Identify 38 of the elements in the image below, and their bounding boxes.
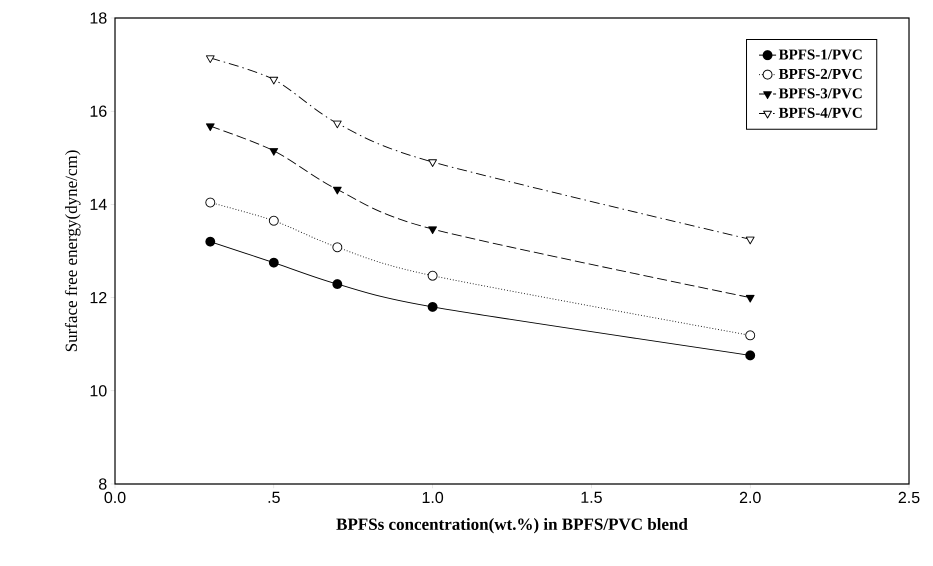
- point: [746, 236, 755, 244]
- point: [332, 279, 342, 290]
- point: [268, 258, 279, 268]
- point: [428, 159, 437, 167]
- x-tick-label: 0.0: [104, 492, 126, 504]
- x-tick-label: 1.5: [582, 492, 602, 503]
- point: [745, 350, 756, 360]
- y-tick-label: 8: [98, 478, 107, 490]
- x-tick-label: .5: [268, 492, 280, 503]
- point: [332, 186, 342, 194]
- legend-label: BPFS-3/PVC: [778, 88, 862, 98]
- y-tick-label: 10: [90, 385, 107, 396]
- x-tick-label: 2.5: [898, 492, 920, 504]
- legend-label: BPFS-4/PVC: [778, 108, 862, 118]
- point: [269, 76, 278, 84]
- y-tick-label: 18: [90, 12, 107, 24]
- point: [269, 148, 278, 156]
- x-tick-label: 2.0: [740, 492, 761, 504]
- x-axis-title: BPFSs concentration(wt.%) in BPFS/PVC blend: [336, 518, 688, 534]
- y-tick-label: 14: [90, 198, 107, 210]
- legend-label: BPFS-1/PVC: [778, 49, 862, 60]
- point: [428, 270, 438, 281]
- point: [746, 294, 755, 303]
- point: [745, 330, 756, 340]
- point: [332, 120, 342, 128]
- point: [206, 123, 215, 132]
- point: [268, 216, 279, 226]
- point: [428, 226, 437, 234]
- y-tick-label: 16: [90, 106, 106, 117]
- point: [428, 302, 438, 312]
- y-axis-title: Surface free energy(dyne/cm): [64, 150, 81, 352]
- point: [205, 198, 216, 208]
- x-tick-label: 1.0: [422, 492, 444, 504]
- point: [332, 242, 342, 252]
- y-tick-label: 12: [90, 292, 106, 304]
- point: [205, 236, 216, 247]
- point: [206, 55, 215, 64]
- legend-label: BPFS-2/PVC: [778, 68, 862, 80]
